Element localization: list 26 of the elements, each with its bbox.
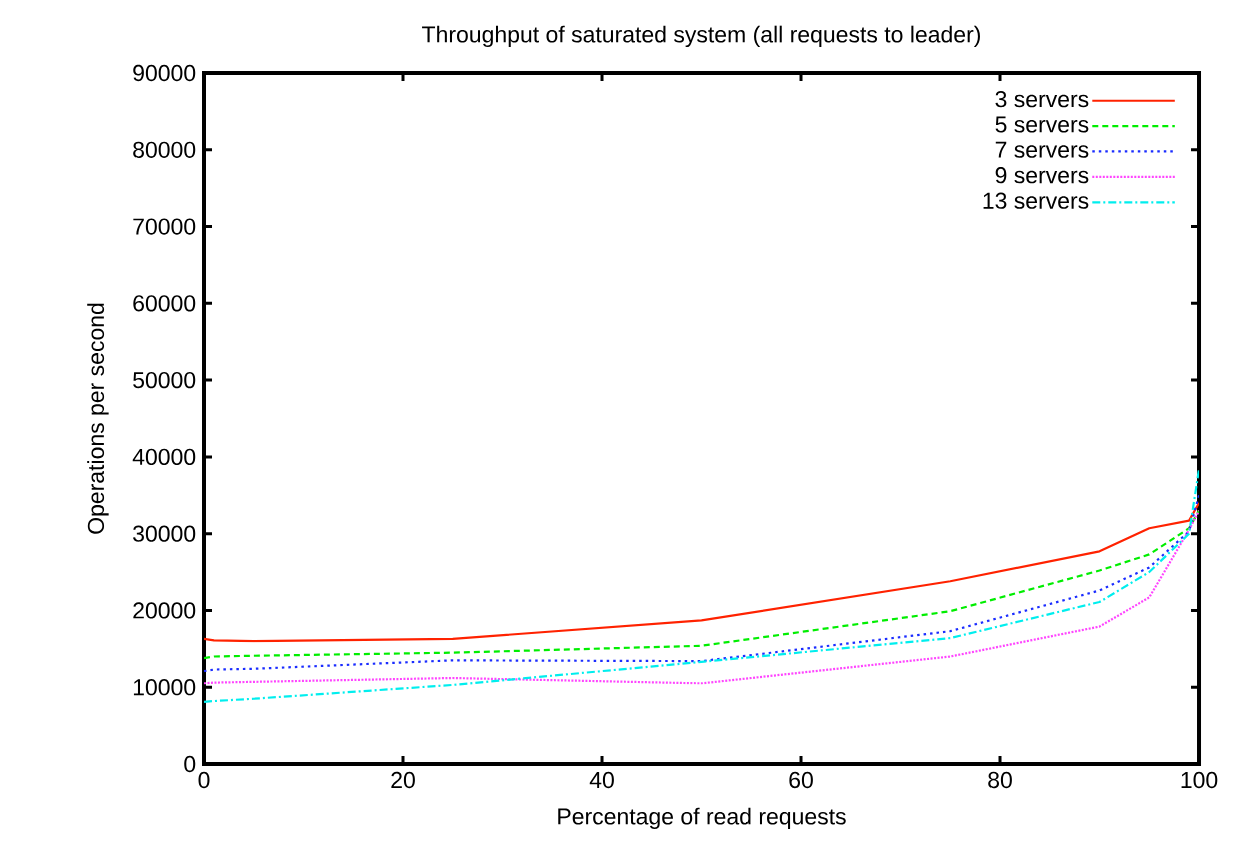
chart-title: Throughput of saturated system (all requests to leader): [422, 25, 980, 48]
y-tick-label: 10000: [133, 679, 196, 696]
legend-label: 3 servers: [995, 91, 1089, 108]
legend-label: 5 servers: [995, 116, 1089, 133]
legend-label: 9 servers: [995, 167, 1089, 184]
y-tick-label: 80000: [133, 141, 196, 158]
x-tick-label: 80: [988, 771, 1012, 789]
y-tick-label: 0: [184, 755, 196, 773]
line-series: [204, 501, 1200, 643]
x-tick-label: 20: [391, 771, 415, 789]
x-axis-title: Percentage of read requests: [558, 807, 846, 830]
x-tick-label: 60: [789, 771, 813, 789]
x-tick-label: 0: [198, 771, 210, 789]
line-series: [204, 468, 1200, 703]
x-tick-label: 100: [1181, 771, 1218, 789]
legend-label: 13 servers: [983, 192, 1089, 209]
y-tick-label: 40000: [132, 448, 196, 466]
y-tick-label: 30000: [133, 525, 196, 542]
y-tick-label: 50000: [133, 371, 196, 389]
y-tick-label: 70000: [133, 218, 196, 235]
y-axis-title: Operations per second: [87, 303, 109, 534]
y-tick-label: 20000: [133, 602, 196, 619]
legend-label: 7 servers: [995, 141, 1089, 158]
x-tick-label: 40: [589, 771, 614, 789]
y-tick-label: 90000: [133, 64, 196, 82]
y-tick-label: 60000: [133, 295, 196, 312]
